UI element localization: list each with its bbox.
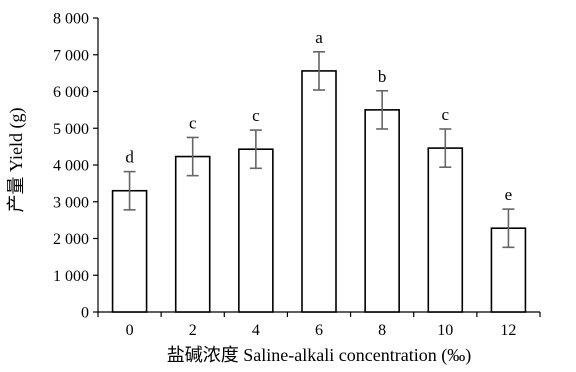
significance-label: b	[378, 67, 387, 86]
x-tick-label: 12	[500, 322, 516, 339]
y-axis: 0 1 000 2 000 3 000 4 000 5 000 6 000 7 000 8 00…	[53, 11, 99, 322]
x-tick-label: 0	[126, 322, 134, 339]
significance-label: c	[189, 113, 197, 132]
bar	[364, 109, 400, 313]
y-tick-label: 3 000	[53, 194, 89, 211]
y-tick-label: 4 000	[53, 158, 89, 175]
significance-label: e	[505, 185, 513, 204]
x-tick-label: 2	[189, 322, 197, 339]
x-tick-label: 10	[437, 322, 453, 339]
significance-label: a	[315, 28, 323, 47]
y-tick-label: 2 000	[53, 231, 89, 248]
y-tick-label: 6 000	[53, 84, 89, 101]
significance-label: c	[252, 106, 260, 125]
significance-label: c	[442, 105, 450, 124]
x-tick-label: 8	[378, 322, 386, 339]
significance-label: d	[125, 148, 134, 167]
y-tick-label: 1 000	[53, 268, 89, 285]
y-tick-label: 7 000	[53, 47, 89, 64]
x-axis-title: 盐碱浓度 Saline-alkali concentration (‰)	[167, 345, 471, 366]
x-tick-label: 6	[315, 322, 323, 339]
x-axis: 0 2 4 6 8 10 12	[97, 311, 541, 339]
bar	[301, 70, 337, 313]
y-tick-label: 0	[81, 305, 89, 322]
bar	[174, 155, 211, 313]
bar	[238, 148, 274, 313]
bars: d c c a b c e	[111, 28, 527, 313]
y-axis-title: 产量 Yield (g)	[6, 108, 27, 213]
x-tick-label: 4	[252, 322, 260, 339]
y-tick-label: 8 000	[53, 11, 89, 28]
bar	[427, 147, 464, 313]
y-tick-label: 5 000	[53, 121, 89, 138]
